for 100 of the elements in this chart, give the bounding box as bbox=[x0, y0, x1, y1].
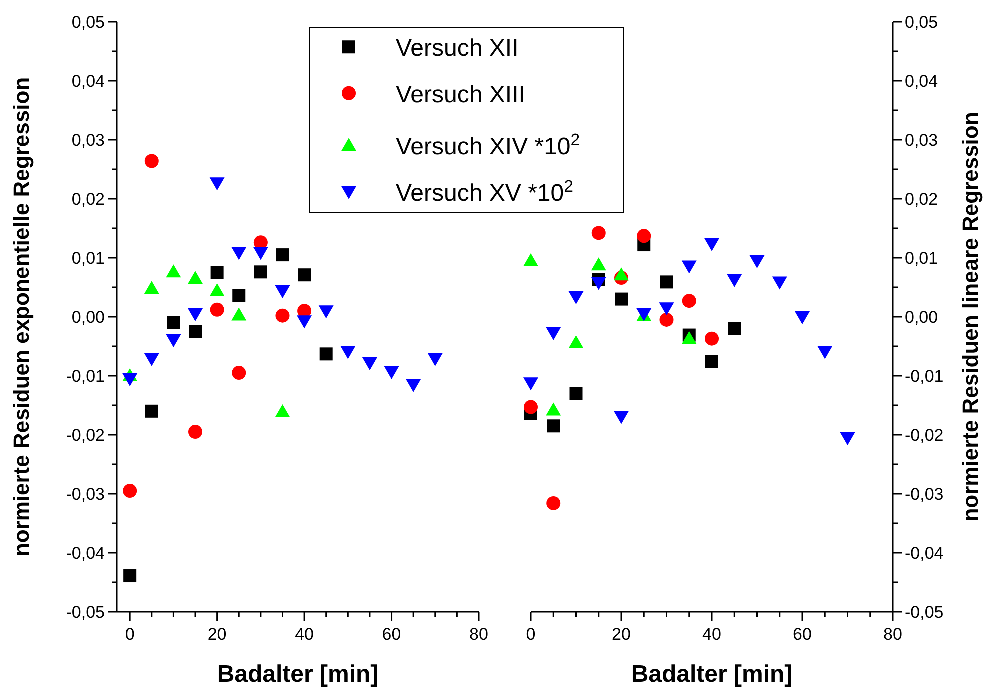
y-tick-label: 0,04 bbox=[72, 72, 105, 91]
point bbox=[340, 346, 356, 360]
point bbox=[232, 308, 247, 321]
point bbox=[546, 327, 562, 340]
point bbox=[660, 312, 674, 327]
x-tick-label: 20 bbox=[612, 625, 631, 644]
y2-tick-label: -0,03 bbox=[905, 485, 944, 504]
point bbox=[210, 284, 225, 297]
point bbox=[188, 271, 204, 284]
point bbox=[144, 353, 160, 366]
point bbox=[682, 331, 697, 344]
point bbox=[232, 247, 247, 260]
point bbox=[275, 286, 290, 299]
point bbox=[614, 268, 629, 281]
point bbox=[210, 178, 225, 191]
point bbox=[276, 308, 290, 323]
point bbox=[362, 358, 378, 371]
legend-label: Versuch XII bbox=[396, 35, 519, 62]
y2-axis-title: normierte Residuen lineare Regression bbox=[958, 112, 983, 522]
point bbox=[659, 302, 674, 316]
y2-tick-label: 0,01 bbox=[905, 249, 938, 268]
point bbox=[384, 366, 400, 380]
point bbox=[591, 277, 606, 290]
y2-tick-label: 0,00 bbox=[905, 308, 938, 327]
point bbox=[614, 411, 629, 424]
point bbox=[704, 238, 720, 252]
point bbox=[840, 432, 856, 446]
point bbox=[167, 316, 180, 330]
point bbox=[428, 353, 443, 366]
x-tick-label: 60 bbox=[382, 625, 402, 644]
legend-label: Versuch XIII bbox=[396, 81, 526, 108]
point bbox=[122, 373, 138, 386]
x-tick-label: 0 bbox=[125, 625, 135, 644]
point bbox=[570, 387, 583, 400]
y2-tick-label: -0,01 bbox=[905, 367, 944, 386]
point bbox=[188, 308, 204, 322]
x-tick-label: 40 bbox=[295, 625, 314, 644]
x-tick-label: 80 bbox=[884, 625, 902, 644]
y2-tick-label: -0,04 bbox=[905, 544, 944, 563]
y-tick-label: -0,03 bbox=[66, 485, 105, 504]
point bbox=[706, 355, 718, 368]
point bbox=[188, 425, 203, 440]
point bbox=[297, 316, 312, 329]
point bbox=[166, 334, 182, 348]
x-tick-label: 20 bbox=[208, 625, 227, 644]
legend-label: Versuch XIV *10$^{2}$ bbox=[396, 130, 580, 161]
point bbox=[145, 404, 158, 418]
point bbox=[298, 268, 312, 282]
point bbox=[546, 496, 561, 510]
point bbox=[320, 348, 333, 361]
y2-tick-label: 0,05 bbox=[905, 13, 938, 32]
point bbox=[123, 484, 138, 498]
point bbox=[682, 260, 697, 274]
point bbox=[660, 276, 674, 289]
x-tick-label: 80 bbox=[470, 625, 488, 644]
x-tick-label: 0 bbox=[526, 625, 536, 644]
y2-tick-label: 0,04 bbox=[905, 72, 938, 91]
y-tick-label: -0,04 bbox=[66, 544, 105, 563]
y-tick-label: 0,00 bbox=[72, 308, 105, 327]
x-tick-label: 60 bbox=[793, 625, 812, 644]
point bbox=[795, 312, 810, 324]
y2-tick-label: 0,02 bbox=[905, 190, 938, 209]
point bbox=[705, 332, 719, 346]
point bbox=[524, 253, 538, 266]
point bbox=[189, 325, 202, 338]
point bbox=[253, 247, 268, 260]
point bbox=[818, 346, 833, 360]
point bbox=[682, 294, 696, 308]
point bbox=[591, 258, 606, 271]
y-tick-label: -0,01 bbox=[66, 367, 105, 386]
y2-tick-label: -0,05 bbox=[905, 603, 944, 622]
point bbox=[568, 291, 584, 304]
point bbox=[547, 420, 560, 433]
x-axis-title: Badalter [min] bbox=[631, 661, 793, 688]
point bbox=[524, 378, 538, 391]
x-axis-title: Badalter [min] bbox=[217, 661, 379, 688]
y-tick-label: 0,05 bbox=[72, 13, 105, 32]
point bbox=[210, 266, 224, 280]
point bbox=[144, 281, 160, 294]
point bbox=[124, 570, 137, 583]
point bbox=[232, 289, 246, 302]
point bbox=[750, 255, 765, 268]
y2-tick-label: -0,02 bbox=[905, 426, 944, 445]
y-tick-label: -0,02 bbox=[66, 426, 105, 445]
point bbox=[546, 402, 562, 416]
point bbox=[524, 400, 538, 414]
point bbox=[232, 366, 246, 380]
point bbox=[727, 274, 742, 288]
y-tick-label: -0,05 bbox=[66, 603, 105, 622]
y-tick-label: 0,02 bbox=[72, 190, 105, 209]
legend-label: Versuch XV *10$^{2}$ bbox=[396, 176, 574, 207]
point bbox=[276, 248, 290, 262]
point bbox=[728, 322, 742, 336]
y2-tick-label: 0,03 bbox=[905, 131, 938, 150]
point bbox=[166, 264, 182, 278]
point bbox=[406, 379, 422, 392]
point bbox=[637, 229, 652, 244]
y-axis-title: normierte Residuen exponentielle Regression bbox=[9, 77, 34, 557]
point bbox=[275, 404, 290, 418]
point bbox=[318, 306, 334, 319]
